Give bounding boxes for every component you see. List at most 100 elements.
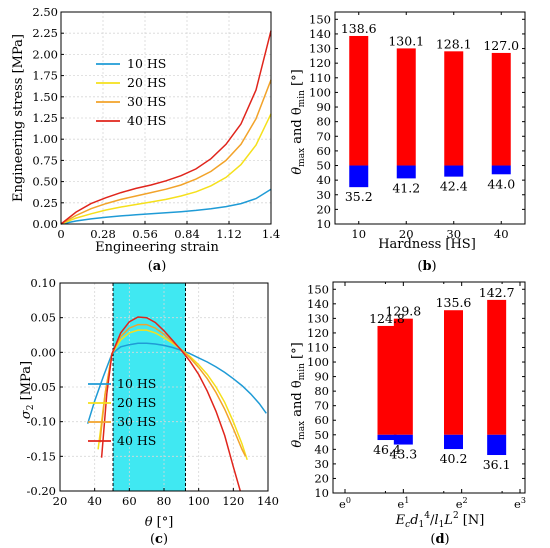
legend-label: 10 HS	[117, 376, 156, 391]
legend-label: 30 HS	[117, 414, 156, 429]
chart-a-y-ticks: 0.00 0.25 0.50 0.75 1.00 1.25 1.50 1.75 2.00 2.25…	[32, 5, 64, 231]
chart-d-value-labels: 124.8 46.4 129.8 43.3 135.6 40.2 142.7 36.1	[369, 285, 514, 472]
y-tick-label: 0.50	[32, 175, 58, 189]
x-tick-label: e0	[339, 496, 351, 511]
y-tick-label: 120	[307, 326, 329, 340]
chart-b-y-axis-label: θmax and θmin [°]	[290, 69, 307, 174]
value-label-max: 130.1	[388, 33, 424, 48]
y-tick-label: 150	[309, 12, 331, 26]
value-label-min: 44.0	[487, 176, 515, 191]
chart-a-y-axis-label: Engineering stress [MPa]	[11, 34, 26, 202]
y-tick-label: 80	[316, 115, 331, 129]
bar-min-3	[491, 165, 511, 175]
y-tick-label: 50	[314, 428, 329, 442]
x-tick-label: 20	[399, 227, 414, 241]
chart-d-y-axis-label: θmax and θmin [°]	[290, 342, 307, 447]
value-label-min: 40.2	[440, 451, 468, 466]
x-tick-label: 1.4	[262, 227, 280, 241]
y-tick-label: 110	[307, 340, 329, 354]
legend-label: 30 HS	[127, 94, 166, 109]
value-label-min: 46.4	[373, 442, 401, 457]
chart-d-x-ticks: e0 e1 e2 e3	[339, 282, 526, 511]
y-tick-label: -0.10	[27, 415, 57, 429]
x-tick-label: 80	[157, 494, 172, 508]
x-tick-label: 40	[494, 227, 509, 241]
y-tick-label: 130	[309, 42, 331, 56]
chart-b-bars	[349, 35, 511, 188]
bar-max-2	[444, 51, 464, 166]
chart-c-y-axis-label: σ2 [MPa]	[19, 361, 36, 419]
chart-c-legend: 10 HS 20 HS 30 HS 40 HS	[88, 376, 156, 448]
chart-c-y-ticks: -0.20 -0.15 -0.10 -0.05 0.00 0.05 0.10	[27, 276, 63, 498]
chart-b-x-axis-label: Hardness [HS]	[378, 237, 476, 252]
y-tick-label: 50	[316, 159, 331, 173]
x-tick-label: 30	[446, 227, 461, 241]
legend-label: 40 HS	[127, 113, 166, 128]
value-label-max: 142.7	[479, 285, 515, 300]
value-label-max: 127.0	[483, 38, 519, 53]
value-label-max: 124.8	[369, 311, 405, 326]
chart-b-frame	[334, 11, 526, 225]
y-tick-label: 140	[307, 297, 329, 311]
chart-c-lines	[86, 316, 267, 492]
y-tick-label: 0.00	[32, 217, 58, 231]
y-tick-label: 30	[316, 188, 331, 202]
chart-a-x-axis-label: Engineering strain	[95, 240, 219, 255]
x-tick-label: e2	[456, 496, 468, 511]
bar-min-0	[377, 434, 397, 441]
bar-min-3	[487, 434, 507, 456]
y-tick-label: 110	[309, 71, 331, 85]
bar-min-1	[393, 434, 413, 445]
chart-b-value-labels: 138.6 35.2 130.1 41.2 128.1 42.4 127.0 44.0	[341, 21, 519, 204]
bar-max-3	[487, 299, 507, 435]
y-tick-label: 120	[309, 56, 331, 70]
x-tick-label: 20	[53, 494, 68, 508]
chart-d-frame	[332, 281, 526, 494]
legend-label: 10 HS	[127, 56, 166, 71]
chart-b-x-ticks: 10 20 30 40	[351, 12, 509, 241]
bar-max-2	[444, 310, 463, 435]
chart-c-x-axis-label: θ [°]	[145, 515, 174, 530]
y-tick-label: 30	[314, 457, 329, 471]
y-tick-label: 10	[316, 217, 331, 231]
chart-a: 0 0.28 0.56 0.84 1.12 1.4 0.00 0.25 0.50 0.75 1.0…	[11, 5, 280, 274]
y-tick-label: 70	[316, 129, 331, 143]
x-tick-label: 120	[222, 494, 244, 508]
line-series-10-hs	[86, 342, 267, 424]
y-tick-label: 60	[316, 144, 331, 158]
y-tick-label: 60	[314, 413, 329, 427]
y-tick-label: 100	[309, 85, 331, 99]
y-tick-label: 130	[307, 311, 329, 325]
chart-a-grid	[61, 12, 271, 224]
y-tick-label: 20	[314, 471, 329, 485]
y-tick-label: 40	[316, 173, 331, 187]
y-tick-label: -0.05	[27, 380, 57, 394]
y-tick-label: -0.20	[27, 484, 57, 498]
bar-min-0	[349, 165, 369, 188]
legend-label: 20 HS	[117, 395, 156, 410]
x-tick-label: 1.12	[216, 227, 242, 241]
y-tick-label: 100	[307, 355, 329, 369]
x-tick-label: e1	[397, 496, 409, 511]
y-tick-label: 1.25	[32, 111, 58, 125]
legend-label: 20 HS	[127, 75, 166, 90]
y-tick-label: 2.00	[32, 47, 58, 61]
line-series-40-hs	[60, 30, 272, 225]
value-label-min: 43.3	[389, 447, 417, 462]
panel-label-c: (c)	[150, 532, 168, 547]
panel-label-d: (d)	[430, 532, 449, 547]
line-series-30-hs	[99, 323, 247, 457]
x-tick-label: 140	[257, 494, 279, 508]
x-tick-label: 40	[87, 494, 102, 508]
y-tick-label: 0.05	[30, 311, 56, 325]
y-tick-label: 0.00	[30, 345, 56, 359]
x-tick-label: 0	[57, 227, 64, 241]
x-tick-label: 60	[122, 494, 137, 508]
x-tick-label: 10	[351, 227, 366, 241]
y-tick-label: 0.75	[32, 153, 58, 167]
value-label-max: 128.1	[436, 36, 472, 51]
value-label-max: 129.8	[385, 304, 421, 319]
